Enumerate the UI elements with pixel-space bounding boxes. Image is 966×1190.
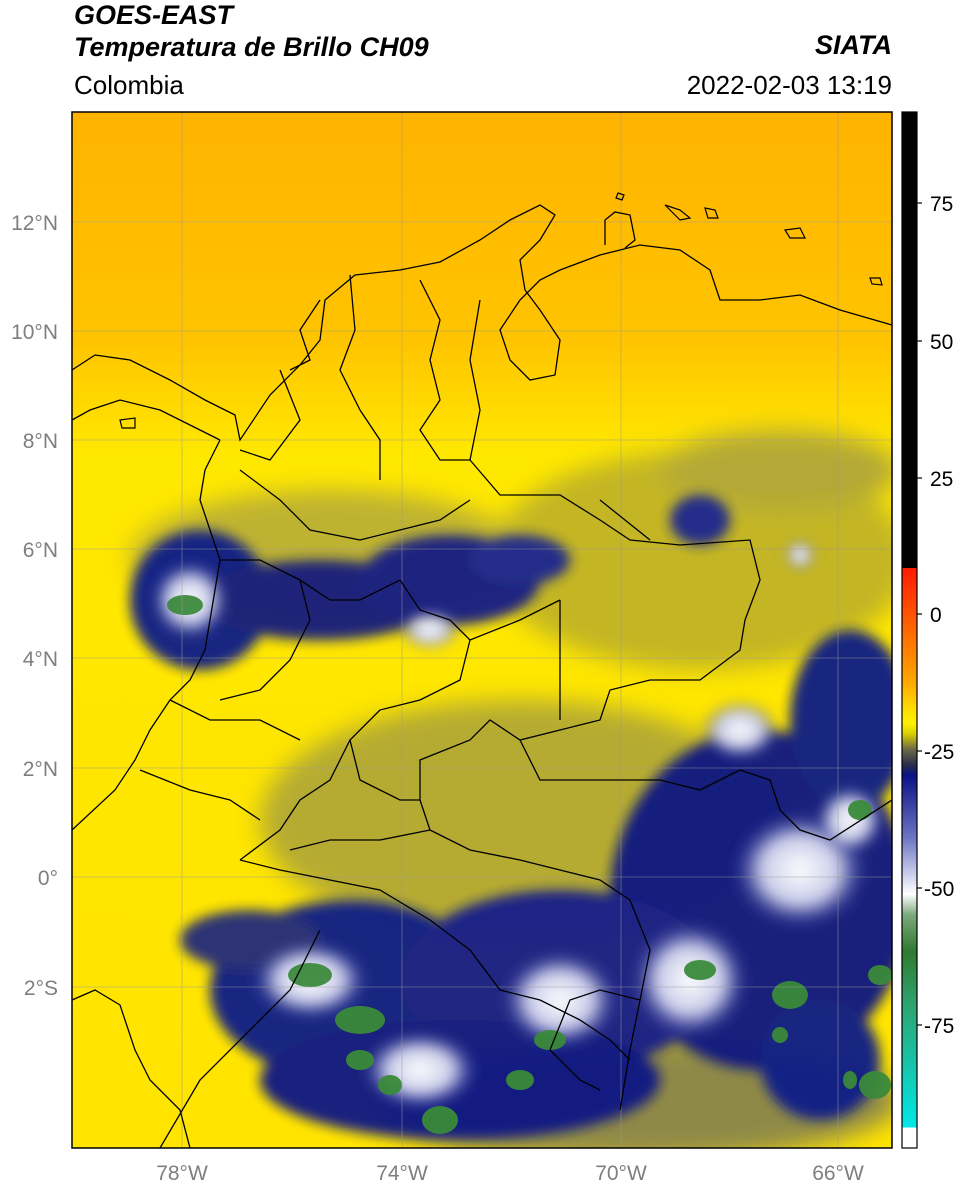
lat-tick: 2°S <box>24 977 58 1000</box>
map-frame <box>71 111 893 1149</box>
boundaries <box>72 204 892 1148</box>
lat-tick: 2°N <box>23 758 58 781</box>
lat-tick: 6°N <box>23 539 58 562</box>
map-image <box>72 112 892 1148</box>
lon-tick: 78°W <box>156 1162 208 1185</box>
agency-label: SIATA <box>815 30 892 60</box>
colorbar <box>902 112 917 1148</box>
datetime-label: 2022-02-03 13:19 <box>686 70 892 100</box>
lat-axis: 12°N 10°N 8°N 6°N 4°N 2°N 0° 2°S <box>11 212 58 1000</box>
lat-tick: 10°N <box>11 321 58 344</box>
lat-tick: 8°N <box>23 430 58 453</box>
title-line-2: Temperatura de Brillo CH09 <box>74 32 429 62</box>
colorbar-tick: 75 <box>930 193 953 216</box>
region-label: Colombia <box>74 70 184 100</box>
colorbar-tick: 0 <box>930 604 942 627</box>
lon-axis: 78°W 74°W 70°W 66°W <box>156 1162 864 1185</box>
title-line-1: GOES-EAST <box>74 0 234 30</box>
lat-tick: 12°N <box>11 212 58 235</box>
lat-tick: 0° <box>38 867 58 890</box>
colorbar-tick: -50 <box>924 878 954 901</box>
lon-tick: 66°W <box>812 1162 864 1185</box>
colorbar-tick: 50 <box>930 331 953 354</box>
lat-tick: 4°N <box>23 648 58 671</box>
gridlines <box>72 112 892 1148</box>
colorbar-tick: -25 <box>924 741 954 764</box>
colorbar-tick: -75 <box>924 1015 954 1038</box>
colorbar-ticks: 75 50 25 0 -25 -50 -75 <box>924 193 954 1038</box>
lon-tick: 74°W <box>376 1162 428 1185</box>
lon-tick: 70°W <box>595 1162 647 1185</box>
colorbar-tick: 25 <box>930 468 953 491</box>
